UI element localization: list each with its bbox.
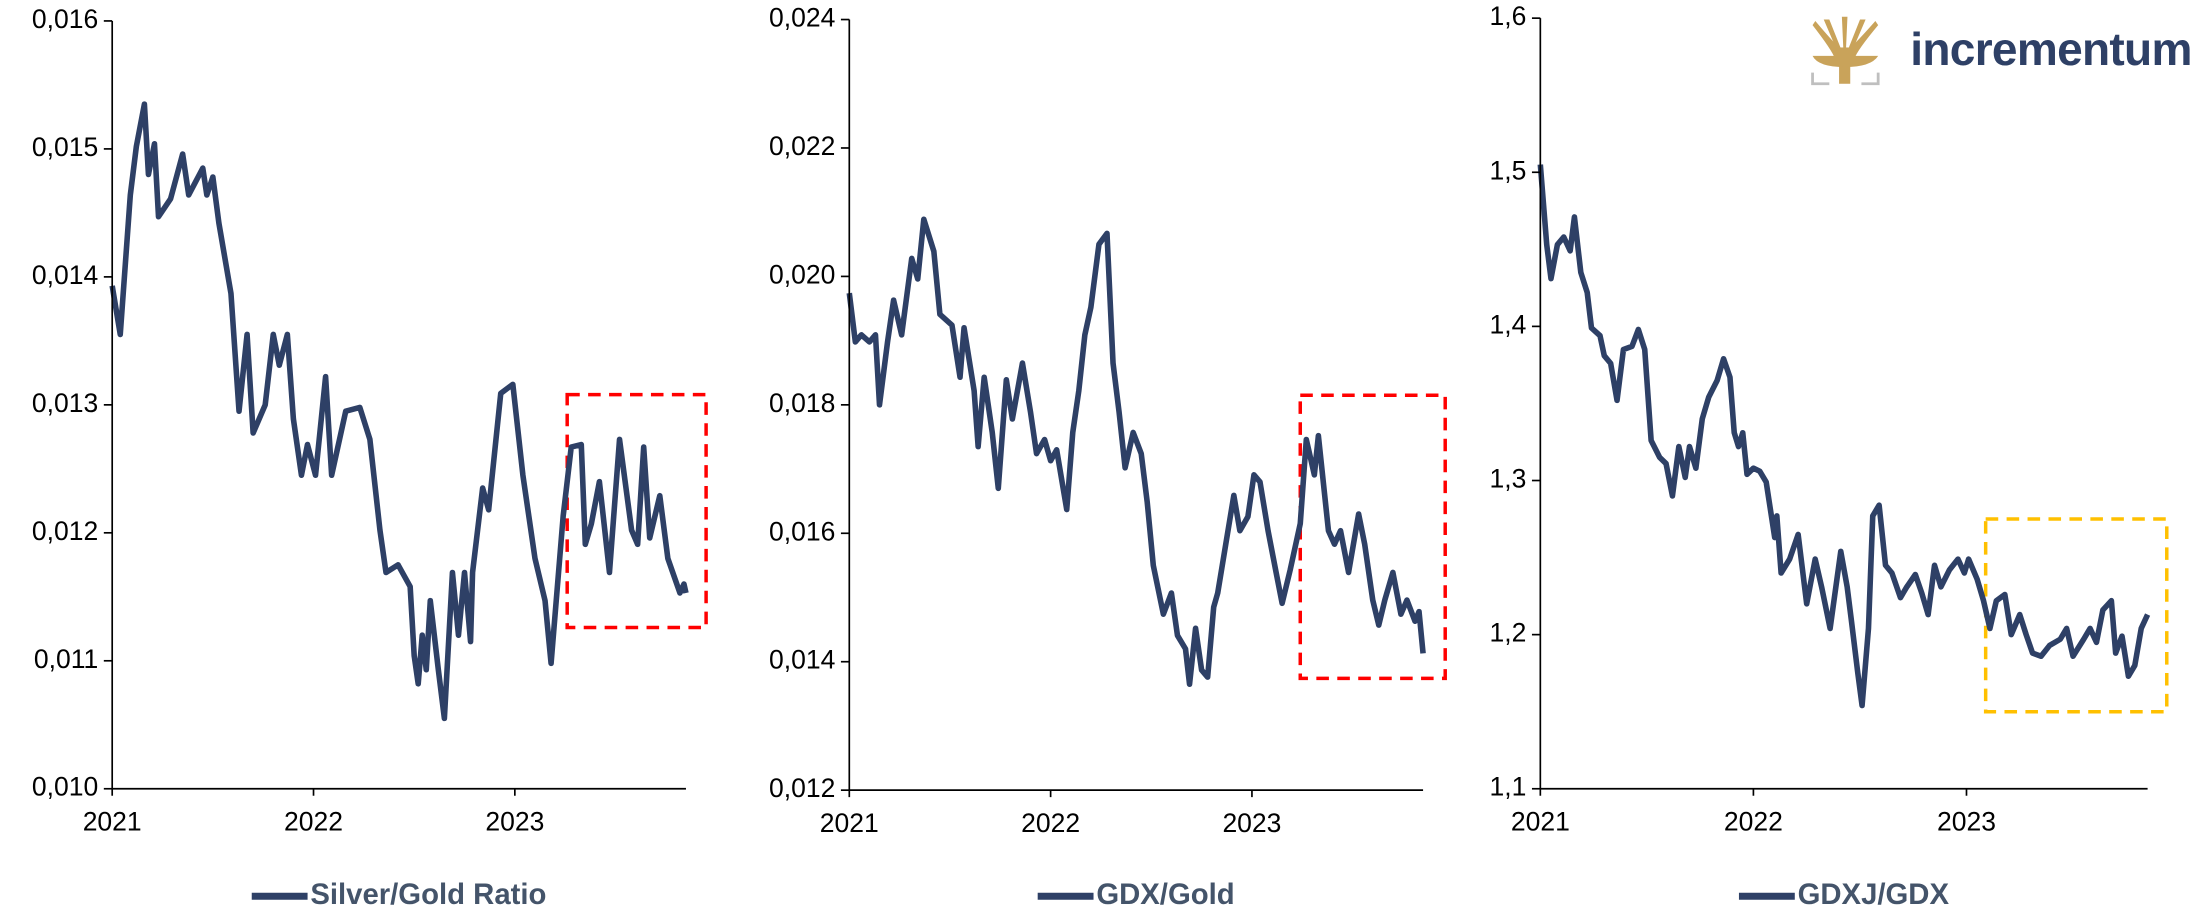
x-tick-label: 2023 bbox=[485, 807, 544, 837]
y-tick-label: 0,010 bbox=[32, 772, 98, 802]
y-tick-label: 0,018 bbox=[769, 388, 835, 418]
x-tick-label: 2021 bbox=[1511, 807, 1570, 837]
x-tick-label: 2022 bbox=[1724, 807, 1783, 837]
chart: Silver/Gold Ratio 0,010 0,011 0,012 0,013 0,0… bbox=[32, 4, 708, 911]
data-line bbox=[109, 101, 689, 722]
y-tick-label: 1,6 bbox=[1489, 1, 1526, 31]
y-tick-label: 0,013 bbox=[32, 388, 98, 418]
legend: Silver/Gold Ratio bbox=[251, 878, 546, 911]
y-tick-label: 0,020 bbox=[769, 259, 835, 289]
logo: incrementum bbox=[1811, 16, 2190, 86]
legend-label: GDX/Gold bbox=[1096, 878, 1234, 911]
y-tick-label: 1,4 bbox=[1489, 309, 1526, 339]
x-tick-label: 2023 bbox=[1222, 808, 1281, 838]
x-tick-label: 2021 bbox=[820, 808, 879, 838]
legend-label: GDXJ/GDX bbox=[1798, 878, 1950, 911]
x-tick-label: 2023 bbox=[1937, 807, 1996, 837]
y-tick-label: 0,022 bbox=[769, 131, 835, 161]
y-tick-label: 0,014 bbox=[32, 260, 98, 290]
x-tick-label: 2021 bbox=[83, 807, 142, 837]
legend: GDXJ/GDX bbox=[1738, 878, 1950, 911]
y-tick-label: 0,016 bbox=[769, 516, 835, 546]
chart: GDXJ/GDX 1,1 1,2 1,3 1,4 1,5 1,6 2021 2022 2023 bbox=[1489, 1, 2169, 911]
y-tick-label: 1,2 bbox=[1489, 618, 1526, 648]
logo-frame bbox=[1811, 72, 1880, 86]
y-tick-label: 0,012 bbox=[32, 516, 98, 546]
data-line bbox=[846, 216, 1426, 687]
data-line bbox=[1537, 164, 2151, 709]
y-tick-label: 1,3 bbox=[1489, 464, 1526, 494]
y-tick-label: 1,1 bbox=[1489, 772, 1526, 802]
legend-label: Silver/Gold Ratio bbox=[310, 878, 546, 911]
y-tick-label: 0,014 bbox=[769, 645, 835, 675]
x-tick-label: 2022 bbox=[284, 807, 343, 837]
y-tick-label: 1,5 bbox=[1489, 155, 1526, 185]
y-tick-label: 0,012 bbox=[769, 773, 835, 803]
x-tick-label: 2022 bbox=[1021, 808, 1080, 838]
y-tick-label: 0,015 bbox=[32, 132, 98, 162]
chart: GDX/Gold 0,012 0,014 0,016 0,018 0,020 0,022 0,… bbox=[769, 3, 1447, 911]
highlight-box bbox=[1983, 517, 2169, 714]
highlight-box bbox=[565, 392, 708, 630]
legend: GDX/Gold bbox=[1037, 878, 1235, 911]
y-tick-label: 0,011 bbox=[34, 644, 98, 674]
y-tick-label: 0,024 bbox=[769, 3, 835, 33]
logo-text: incrementum bbox=[1910, 23, 2190, 75]
y-tick-label: 0,016 bbox=[32, 4, 98, 34]
logo-icon bbox=[1812, 16, 1879, 84]
highlight-box bbox=[1298, 393, 1447, 681]
